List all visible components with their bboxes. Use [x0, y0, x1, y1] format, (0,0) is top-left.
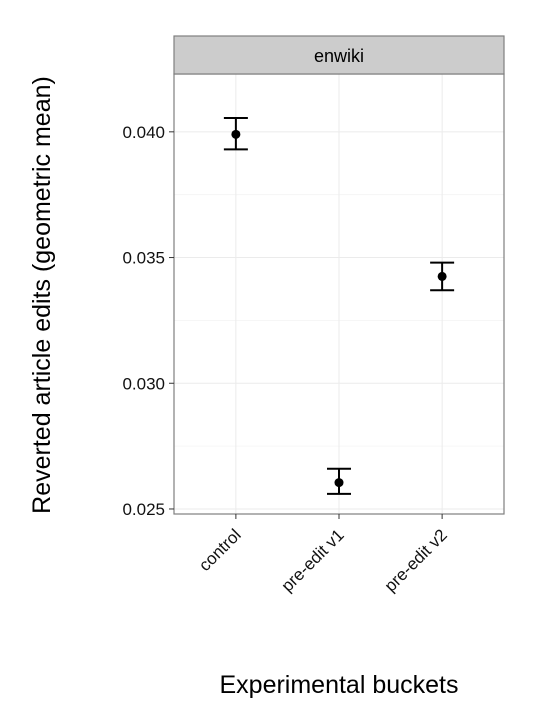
y-tick-label: 0.035 [122, 249, 165, 268]
facet-label: enwiki [314, 46, 364, 66]
y-axis-title: Reverted article edits (geometric mean) [28, 76, 56, 514]
data-point [437, 271, 447, 281]
x-axis: control pre-edit v1 pre-edit v2 [195, 514, 451, 596]
y-tick-label: 0.030 [122, 374, 165, 393]
facet-strip [173, 35, 505, 75]
y-axis: 0.025 0.030 0.035 0.040 [122, 123, 174, 519]
grid-lines [174, 74, 504, 514]
data-point [231, 129, 241, 139]
y-tick-label: 0.025 [122, 500, 165, 519]
x-tick-label: pre-edit v1 [278, 525, 348, 595]
x-tick-label: control [195, 525, 245, 575]
data-layer [223, 117, 455, 495]
x-tick-label: pre-edit v2 [381, 525, 451, 595]
data-point [334, 478, 344, 488]
x-axis-title: Experimental buckets [219, 671, 458, 699]
y-tick-label: 0.040 [122, 123, 165, 142]
